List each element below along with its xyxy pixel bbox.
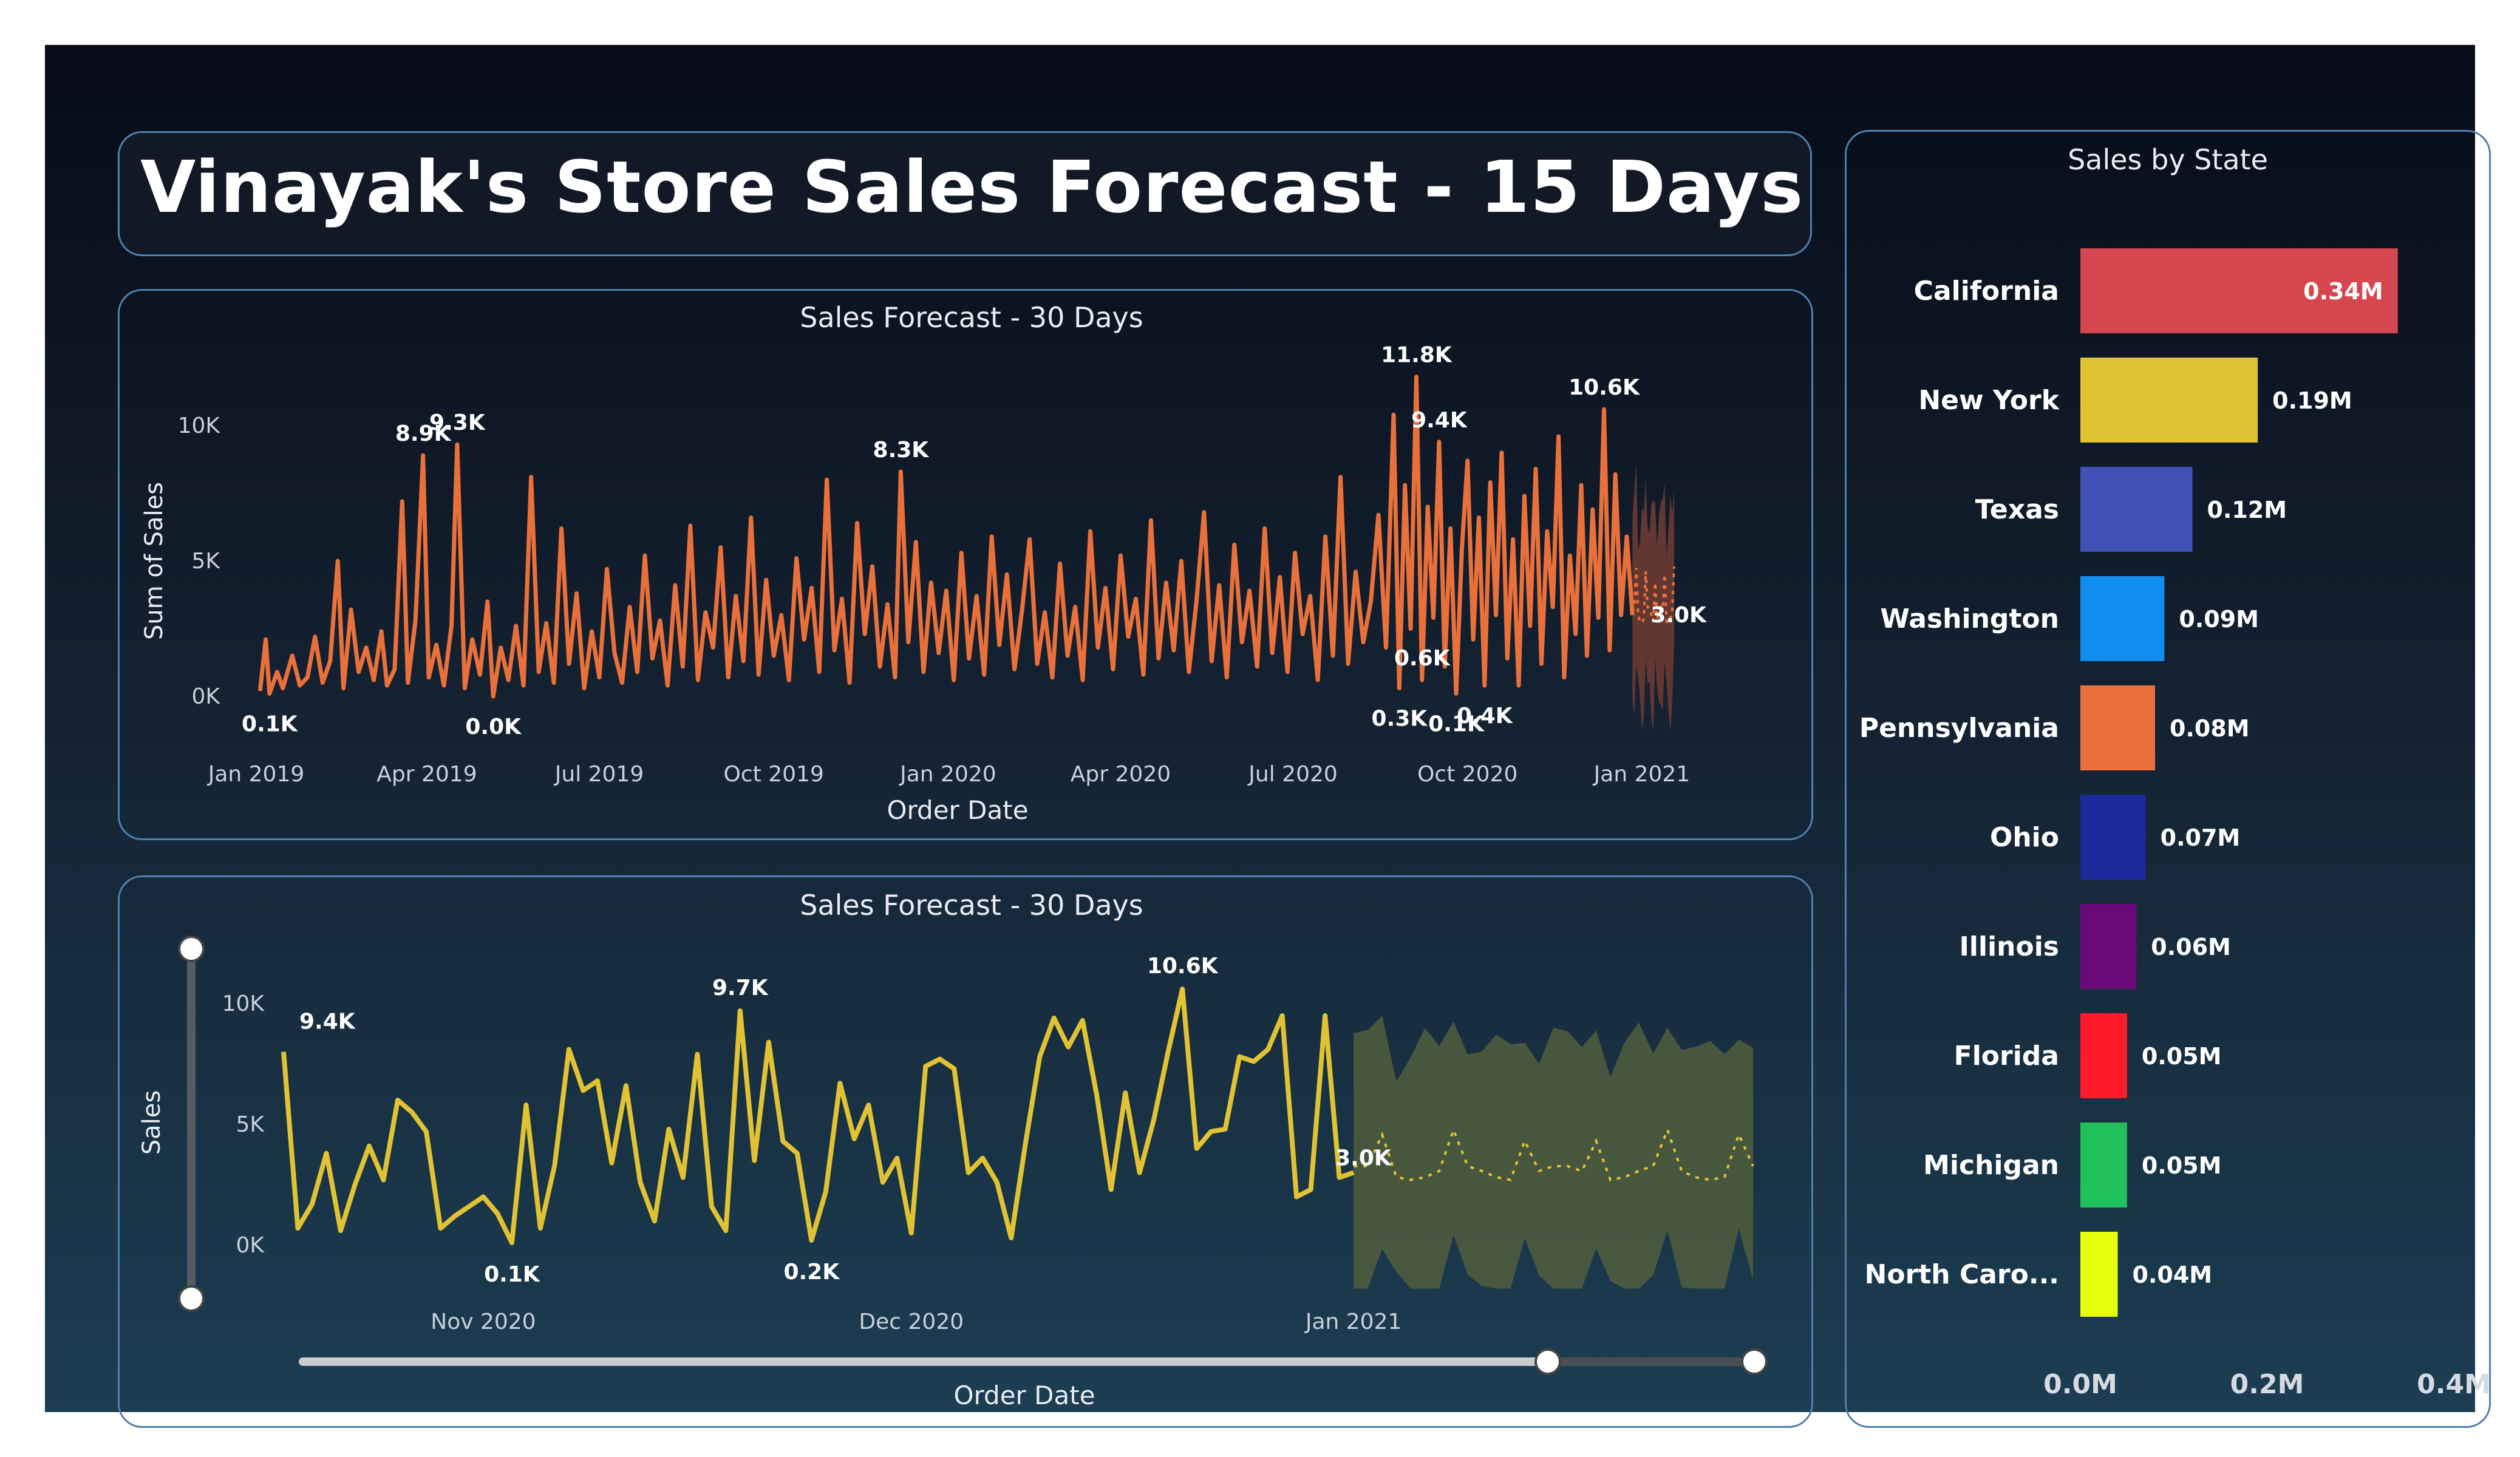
y-axis-title: Sum of Sales — [140, 482, 168, 640]
value-label: 0.19M — [2272, 387, 2352, 414]
x-tick-label: 0.2M — [2230, 1369, 2304, 1400]
category-label: Texas — [1975, 494, 2059, 525]
value-label: 0.06M — [2151, 934, 2231, 960]
data-label: 3.0K — [1335, 1146, 1392, 1171]
chart-title: Sales Forecast - 30 Days — [800, 889, 1143, 922]
data-label: 8.9K — [395, 421, 452, 446]
value-label: 0.08M — [2170, 715, 2250, 742]
x-axis-title: Order Date — [887, 795, 1028, 825]
data-label: 0.3K — [1372, 707, 1428, 732]
y-axis-title: Sales — [138, 1090, 166, 1155]
x-range-slider-handle-right[interactable] — [1741, 1348, 1768, 1375]
value-label: 0.05M — [2142, 1043, 2222, 1070]
data-label: 3.0K — [1650, 603, 1707, 628]
y-tick-label: 10K — [178, 413, 221, 438]
value-label: 0.09M — [2179, 606, 2259, 633]
y-tick-label: 5K — [191, 549, 220, 574]
category-label: Washington — [1880, 603, 2059, 634]
data-label: 0.4K — [1457, 704, 1513, 728]
x-tick-label: Jul 2020 — [1247, 762, 1338, 787]
x-axis-title: Order Date — [953, 1381, 1095, 1410]
bar-california[interactable] — [2080, 248, 2398, 333]
title-panel: Vinayak's Store Sales Forecast - 15 Days — [118, 131, 1812, 256]
value-label: 0.12M — [2207, 497, 2287, 523]
category-label: California — [1914, 276, 2059, 307]
y-tick-label: 0K — [236, 1233, 265, 1258]
forecast-line — [1631, 566, 1675, 625]
sales-forecast-chart-panel: Sales Forecast - 30 Days 0K 5K 10K Jan 2019 A… — [118, 289, 1813, 840]
bar-michigan[interactable] — [2080, 1122, 2127, 1207]
y-tick-label: 0K — [191, 684, 220, 709]
chart-title: Sales Forecast - 30 Days — [800, 301, 1143, 334]
bar-illinois[interactable] — [2080, 904, 2137, 989]
data-label: 0.0K — [465, 715, 522, 739]
bar-florida[interactable] — [2080, 1013, 2127, 1098]
y-tick-label: 10K — [222, 991, 265, 1016]
forecast-line — [1354, 1126, 1754, 1181]
x-tick-label: Apr 2020 — [1071, 762, 1171, 787]
forecast-confidence-band — [1632, 463, 1674, 732]
x-range-slider-handle-left[interactable] — [1534, 1348, 1561, 1375]
x-tick-label: Jul 2019 — [554, 762, 644, 787]
x-tick-label: 0.4M — [2417, 1369, 2489, 1400]
sales-forecast-chart[interactable]: Sales Forecast - 30 Days 0K 5K 10K Jan 2019 A… — [120, 291, 1811, 838]
data-label: 0.1K — [242, 712, 298, 737]
data-label: 9.4K — [299, 1010, 356, 1034]
category-label: Pennsylvania — [1859, 713, 2059, 744]
category-label: North Caro... — [1865, 1259, 2059, 1290]
sales-by-state-chart[interactable]: Sales by State California 0.34M New York 0.1… — [1847, 132, 2491, 1426]
value-label: 0.34M — [2303, 278, 2383, 305]
x-tick-label: Oct 2020 — [1417, 762, 1517, 787]
category-label: Ohio — [1990, 822, 2059, 853]
bar-new-york[interactable] — [2080, 358, 2258, 443]
data-label: 0.1K — [484, 1262, 540, 1287]
data-label: 8.3K — [873, 438, 930, 463]
category-label: Florida — [1954, 1041, 2059, 1072]
sales-series-line — [281, 987, 1355, 1246]
x-tick-label: Jan 2019 — [207, 762, 305, 787]
data-label: 10.6K — [1147, 954, 1219, 979]
x-tick-label: 0.0M — [2043, 1369, 2117, 1400]
sales-forecast-zoom-chart-panel: Sales Forecast - 30 Days 0K 5K 10K Nov 2020 D… — [118, 875, 1813, 1428]
bar-north-caro[interactable] — [2080, 1232, 2118, 1317]
bar-pennsylvania[interactable] — [2080, 685, 2155, 770]
bar-ohio[interactable] — [2080, 795, 2146, 880]
data-label: 10.6K — [1568, 375, 1640, 400]
y-range-slider-handle-bottom[interactable] — [178, 1285, 205, 1312]
x-tick-label: Apr 2019 — [376, 762, 477, 787]
x-tick-label: Jan 2021 — [1593, 762, 1691, 787]
sales-series-line — [257, 375, 1635, 699]
bar-texas[interactable] — [2080, 467, 2193, 552]
sales-forecast-zoom-chart[interactable]: Sales Forecast - 30 Days 0K 5K 10K Nov 2020 D… — [120, 877, 1811, 1426]
x-tick-label: Jan 2021 — [1304, 1309, 1402, 1334]
value-label: 0.07M — [2161, 824, 2241, 851]
page-title: Vinayak's Store Sales Forecast - 15 Days — [140, 145, 1804, 229]
category-label: Michigan — [1923, 1150, 2059, 1181]
data-label: 0.6K — [1394, 646, 1451, 671]
data-label: 11.8K — [1381, 343, 1452, 368]
data-label: 9.3K — [429, 410, 486, 435]
data-label: 0.1K — [1428, 712, 1485, 737]
chart-title: Sales by State — [2068, 143, 2268, 176]
x-tick-label: Jan 2020 — [899, 762, 996, 787]
data-label: 9.4K — [1411, 408, 1468, 433]
x-tick-label: Nov 2020 — [431, 1309, 536, 1334]
y-tick-label: 5K — [236, 1112, 265, 1137]
x-tick-label: Dec 2020 — [859, 1309, 964, 1334]
category-label: Illinois — [1960, 931, 2059, 962]
x-tick-label: Oct 2019 — [724, 762, 824, 787]
data-label: 0.2K — [783, 1260, 840, 1285]
forecast-confidence-band — [1354, 1016, 1753, 1289]
bar-washington[interactable] — [2080, 576, 2165, 661]
value-label: 0.05M — [2142, 1152, 2222, 1179]
sales-by-state-panel: Sales by State California 0.34M New York 0.1… — [1845, 130, 2491, 1428]
y-range-slider-handle-top[interactable] — [178, 936, 205, 962]
dashboard-canvas: Vinayak's Store Sales Forecast - 15 Days… — [45, 45, 2491, 1428]
data-label: 9.7K — [712, 976, 769, 1000]
value-label: 0.04M — [2133, 1262, 2213, 1288]
category-label: New York — [1918, 385, 2060, 416]
